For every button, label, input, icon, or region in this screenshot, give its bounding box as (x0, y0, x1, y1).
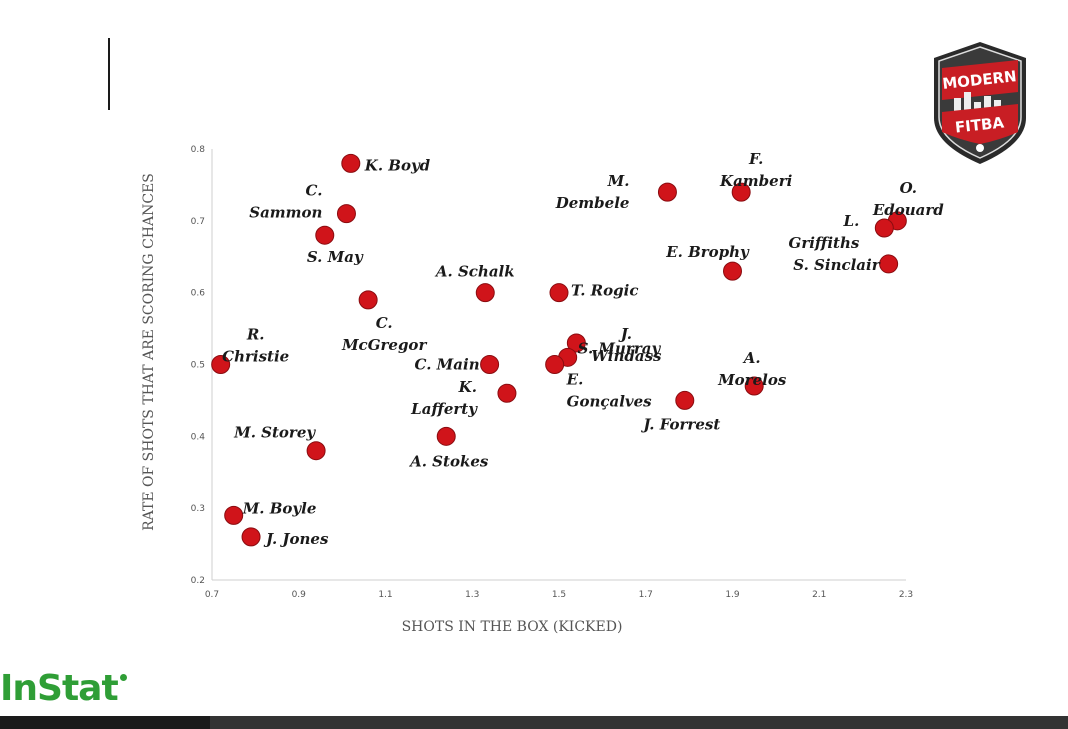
data-point (731, 182, 751, 202)
data-point (475, 283, 495, 303)
data-point (566, 333, 586, 353)
data-point (497, 383, 517, 403)
y-tick-label: 0.2 (191, 576, 205, 586)
point-label: M. Boyle (242, 499, 317, 517)
data-point (549, 283, 569, 303)
data-point (879, 254, 899, 274)
x-tick-label: 0.9 (292, 590, 307, 600)
data-point (315, 225, 335, 245)
point-label: J. Jones (263, 530, 329, 548)
point-label: L. Griffiths (789, 212, 860, 252)
data-point (241, 527, 261, 547)
footer-bar (0, 716, 1068, 729)
point-label: J. Windass (591, 325, 662, 365)
point-label: M. Storey (233, 424, 316, 442)
point-label: S. Murray (578, 339, 662, 357)
y-tick-label: 0.3 (191, 504, 205, 514)
y-tick-label: 0.5 (191, 361, 205, 371)
y-tick-label: 0.6 (191, 289, 206, 299)
point-label: A. Morelos (717, 349, 787, 389)
y-tick-labels: 0.2 0.3 0.4 0.5 0.6 0.7 0.8 (191, 145, 206, 586)
point-label: F. Kamberi (719, 150, 793, 190)
point-label: C. Sammon (249, 182, 322, 222)
data-point (545, 355, 565, 374)
header-divider (108, 38, 110, 110)
data-point (341, 153, 361, 173)
x-tick-label: 1.7 (639, 590, 653, 600)
footer-left-bar (0, 716, 210, 729)
point-label: C. Main (415, 356, 480, 374)
point-label: A. Schalk (434, 263, 515, 281)
data-point (358, 290, 378, 310)
point-label: C. McGregor (341, 314, 427, 354)
data-point (224, 505, 244, 525)
data-point (874, 218, 894, 238)
point-label: M. Dembele (555, 172, 630, 212)
x-tick-label: 2.1 (812, 590, 826, 600)
x-axis-title: SHOTS IN THE BOX (KICKED) (402, 619, 623, 635)
data-point (480, 355, 500, 374)
x-tick-label: 0.7 (205, 590, 219, 600)
data-point (723, 261, 742, 281)
data-point (657, 182, 677, 202)
point-label: K. Lafferty (410, 378, 478, 418)
data-point (306, 441, 326, 461)
point-label: S. Sinclair (793, 256, 880, 274)
point-label: A. Stokes (408, 452, 489, 470)
x-tick-label: 1.3 (465, 590, 479, 600)
data-point (675, 390, 695, 410)
x-tick-label: 2.3 (899, 590, 913, 600)
modern-fitba-logo: MODERN FITBA (934, 42, 1026, 164)
instat-logo-text: InStat (0, 668, 119, 709)
badge-bottom-text: FITBA (954, 113, 1005, 136)
data-point (436, 426, 456, 446)
point-label: E. Gonçalves (566, 371, 653, 411)
point-label: J. Forrest (640, 415, 720, 433)
point-label: R. Christie (222, 326, 289, 366)
data-point (744, 376, 764, 396)
point-label: K. Boyd (364, 156, 431, 174)
y-tick-label: 0.4 (191, 432, 206, 442)
point-label: T. Rogic (571, 282, 638, 300)
y-tick-label: 0.8 (191, 145, 206, 155)
point-label: S. May (307, 248, 364, 266)
x-tick-label: 1.5 (552, 590, 566, 600)
point-label: E. Brophy (665, 243, 750, 261)
point-label: O. Edouard (872, 179, 944, 219)
data-point (211, 355, 231, 374)
y-tick-label: 0.7 (191, 217, 205, 227)
y-axis-title: RATE OF SHOTS THAT ARE SCORING CHANCES (141, 173, 157, 531)
point-labels: K. Boyd C. Sammon S. May C. McGregor R. Christi… (222, 150, 944, 548)
x-tick-label: 1.9 (725, 590, 740, 600)
x-tick-labels: 0.7 0.9 1.1 1.3 1.5 1.7 1.9 2.1 2.3 (205, 590, 913, 600)
instat-logo: InStat (0, 668, 127, 709)
data-point (336, 204, 356, 224)
x-tick-label: 1.1 (378, 590, 392, 600)
data-points (211, 153, 907, 547)
